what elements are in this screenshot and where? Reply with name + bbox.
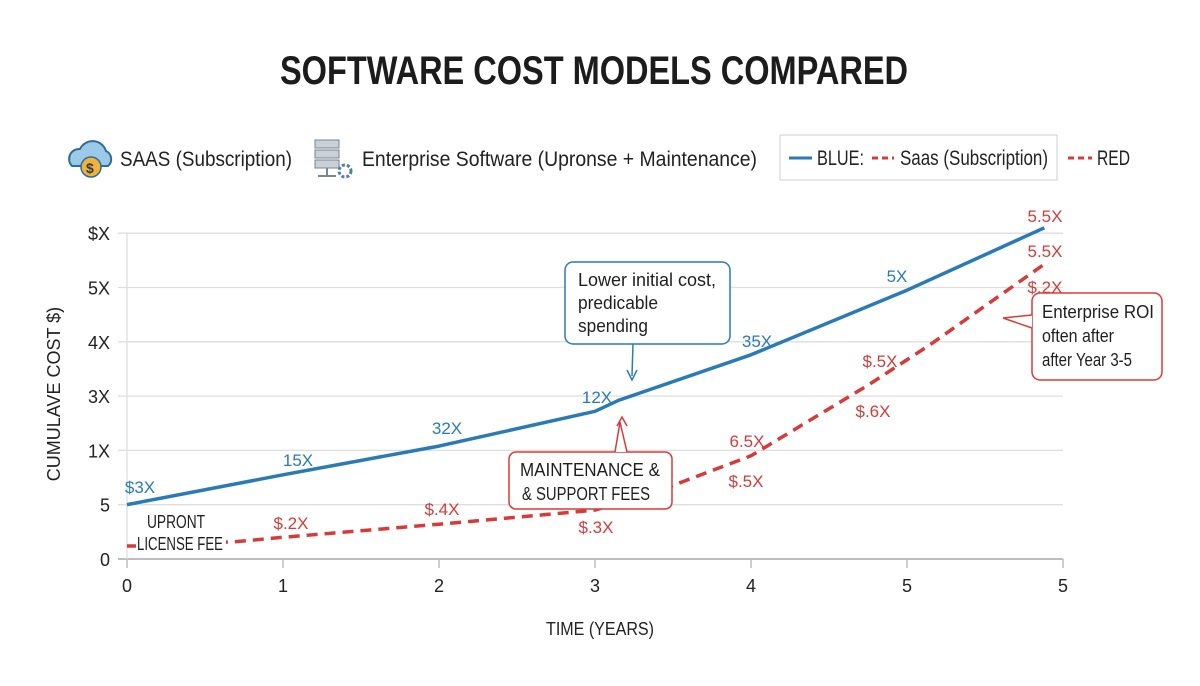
svg-text:UPRONT: UPRONT <box>147 512 205 532</box>
legend-item-enterprise: Enterprise Software (Upronse + Maintenan… <box>362 148 757 171</box>
y-tick-label: $X <box>88 224 110 244</box>
legend-saas-label: Saas (Subscription) <box>900 147 1048 170</box>
saas-series-line <box>126 226 1046 507</box>
svg-text:after Year 3-5: after Year 3-5 <box>1042 350 1132 370</box>
annotation-upfront: UPRONT LICENSE FEE <box>136 512 226 554</box>
svg-text:& SUPPORT FEES: & SUPPORT FEES <box>522 484 650 504</box>
svg-text:Enterprise ROI: Enterprise ROI <box>1042 302 1154 322</box>
saas-data-label: 15X <box>283 451 313 470</box>
legend: $ SAAS (Subscription) Enterprise Softwar… <box>68 134 1130 181</box>
chart-title: SOFTWARE COST MODELS COMPARED <box>280 49 908 93</box>
annotation-saas-callout: Lower initial cost, predicable spending <box>564 261 731 382</box>
saas-data-label: 35X <box>742 332 772 351</box>
svg-text:spending: spending <box>578 316 648 336</box>
x-tick-label: 3 <box>590 576 600 596</box>
legend-box <box>779 134 1058 181</box>
y-tick-label: 4X <box>88 333 110 353</box>
svg-text:often after: often after <box>1042 326 1114 346</box>
enterprise-data-label: $.6X <box>856 402 891 421</box>
enterprise-data-label: $.2X <box>274 514 309 533</box>
enterprise-data-label: 6.5X <box>730 432 765 451</box>
annotation-roi: Enterprise ROI often after after Year 3-… <box>1002 292 1163 381</box>
y-tick-label: 5 <box>100 496 110 516</box>
enterprise-data-label: 5.5X <box>1028 242 1063 261</box>
legend-item-saas: SAAS (Subscription) <box>120 148 292 171</box>
svg-text:$: $ <box>86 160 94 176</box>
saas-data-label: 5X <box>887 267 908 286</box>
y-tick-label: 0 <box>100 550 110 570</box>
x-tick-label: 1 <box>278 576 288 596</box>
svg-text:LICENSE FEE: LICENSE FEE <box>137 534 223 554</box>
data-labels: $3X 15X 32X 12X 35X 5X $.2X $.4X $.3X 6.5X $.5X $.5… <box>125 207 1063 537</box>
cloud-dollar-icon: $ <box>68 140 113 178</box>
enterprise-data-label: $.5X <box>863 352 898 371</box>
enterprise-data-label: $.3X <box>579 518 614 537</box>
enterprise-data-label: $.4X <box>425 500 460 519</box>
legend-red-label: RED <box>1097 147 1130 170</box>
x-tick-label: 5 <box>902 576 912 596</box>
y-tick-label: 3X <box>88 387 110 407</box>
saas-data-label: 12X <box>582 388 612 407</box>
server-gear-icon <box>314 139 353 179</box>
y-tick-label: 5X <box>88 279 110 299</box>
svg-text:MAINTENANCE &: MAINTENANCE & <box>520 460 660 480</box>
x-tick-label: 4 <box>746 576 756 596</box>
x-axis-label: TIME (YEARS) <box>546 619 654 639</box>
svg-text:predicable: predicable <box>578 293 658 313</box>
saas-data-label: 32X <box>432 419 462 438</box>
y-tick-label: 1X <box>88 441 110 461</box>
enterprise-data-label: $.2X <box>1028 278 1063 297</box>
x-tick-label: 2 <box>434 576 444 596</box>
y-axis-ticks: 0 5 1X 3X 4X 5X $X <box>88 224 110 570</box>
saas-data-label: $3X <box>125 478 155 497</box>
enterprise-data-label: 5.5X <box>1028 207 1063 226</box>
y-axis-label: CUMULAVE COST $) <box>44 307 64 481</box>
x-tick-label: 5 <box>1058 576 1068 596</box>
svg-text:Lower initial cost,: Lower initial cost, <box>578 270 716 290</box>
enterprise-data-label: $.5X <box>729 472 764 491</box>
x-tick-label: 0 <box>122 576 132 596</box>
x-axis-ticks: 0 1 2 3 4 5 5 <box>122 576 1068 596</box>
annotation-maintenance: MAINTENANCE & & SUPPORT FEES <box>508 415 673 510</box>
legend-blue-label: BLUE: <box>817 147 864 170</box>
